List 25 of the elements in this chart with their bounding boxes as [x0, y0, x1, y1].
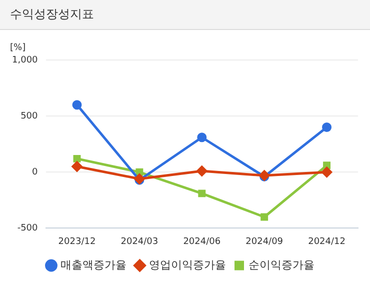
y-tick-label: 1,000 — [12, 55, 38, 66]
point — [196, 166, 208, 176]
point — [73, 154, 81, 162]
y-tick-label: 0 — [32, 167, 38, 178]
x-tick-label: 2024/03 — [120, 236, 158, 247]
x-tick-label: 2024/09 — [246, 236, 284, 247]
point — [260, 213, 268, 221]
y-tick-label: 500 — [20, 111, 38, 122]
point — [72, 161, 82, 172]
chart-title: 수익성장성지표 — [0, 0, 370, 30]
legend-label: 영업이익증가율 — [148, 258, 226, 272]
x-tick-label: 2024/12 — [308, 236, 346, 247]
legend-label: 매출액증가율 — [60, 258, 126, 272]
y-tick-label: -500 — [17, 224, 38, 234]
point — [197, 132, 207, 142]
x-tick-label: 2023/12 — [58, 236, 96, 247]
point — [322, 166, 332, 178]
point — [72, 100, 82, 110]
point — [136, 168, 144, 176]
x-tick-label: 2024/06 — [183, 236, 221, 247]
legend-label: 순이익증가율 — [248, 258, 314, 272]
point — [323, 162, 330, 170]
y-axis-title: [%] — [10, 42, 26, 53]
point — [198, 190, 206, 198]
point — [322, 122, 332, 132]
